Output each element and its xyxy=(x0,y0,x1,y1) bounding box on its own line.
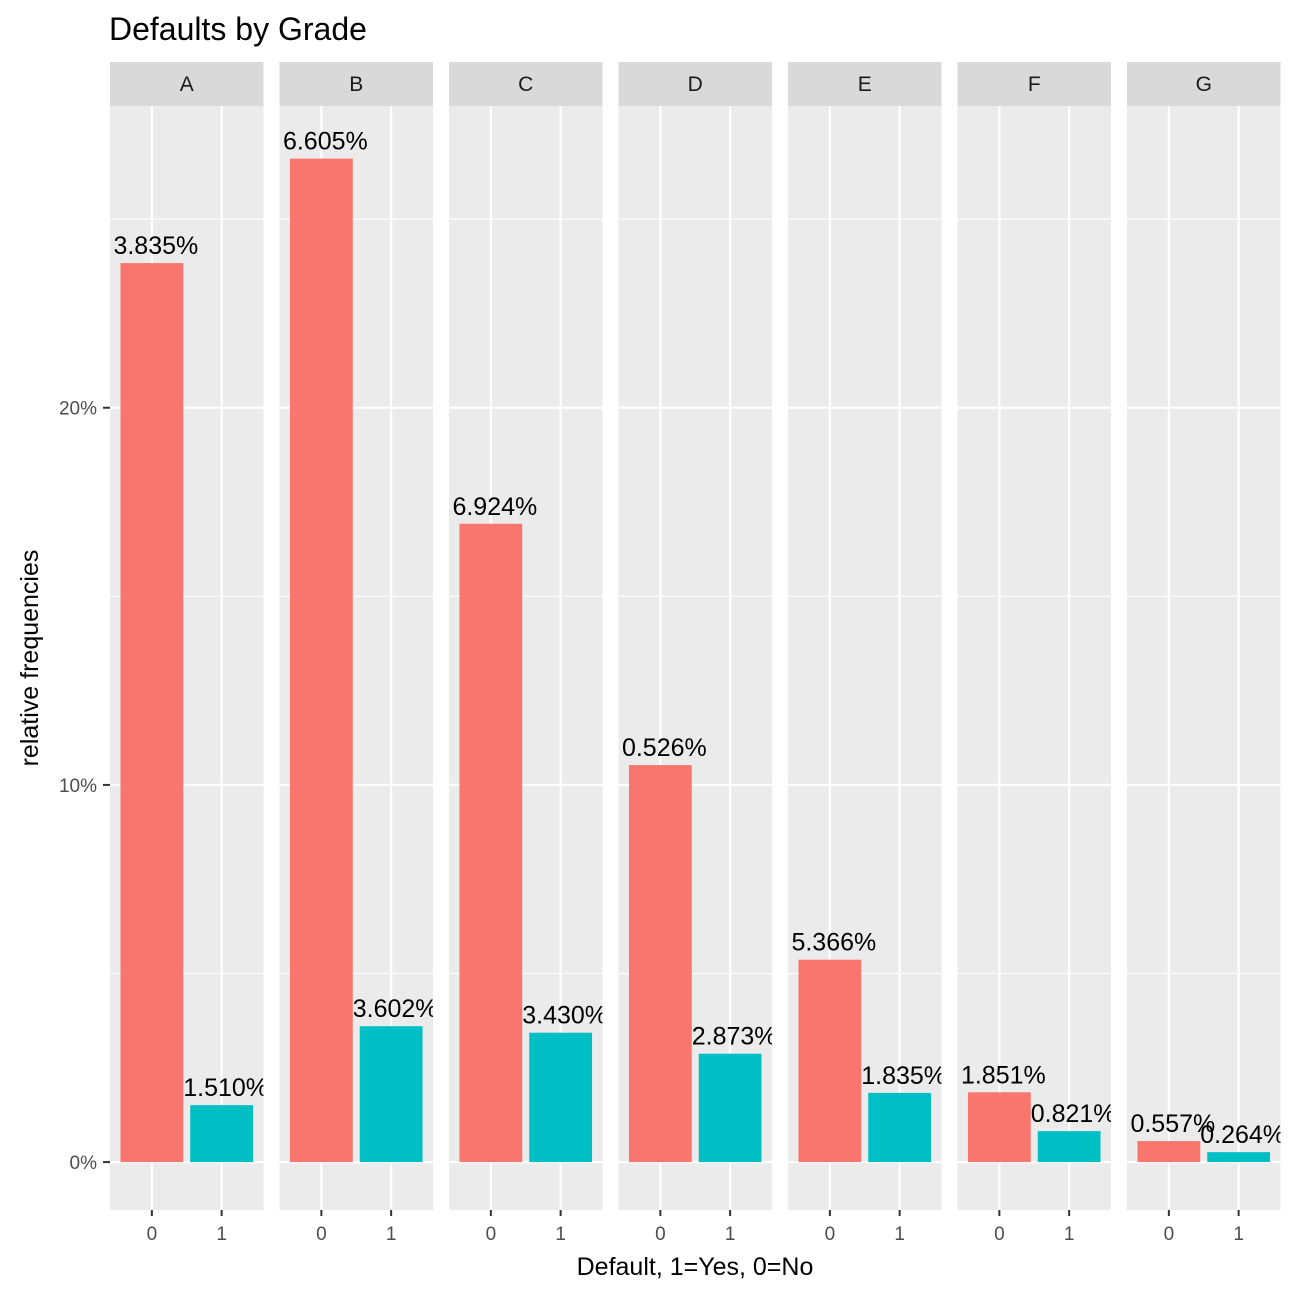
bar-label-b-0: 6.605% xyxy=(283,128,368,156)
bar-d-1 xyxy=(698,1053,762,1163)
x-tick-label: 0 xyxy=(147,1224,158,1245)
x-axis-title: Default, 1=Yes, 0=No xyxy=(577,1253,814,1281)
facet-panel-a: 3.835% 1.510% A 0 1 xyxy=(110,62,268,1245)
bar-label-a-0: 3.835% xyxy=(113,232,198,260)
bar-label-f-1: 0.821% xyxy=(1031,1100,1116,1128)
bar-labels: 0.557%0.264% xyxy=(1130,1110,1285,1149)
bar-label-f-0: 1.851% xyxy=(961,1061,1046,1089)
bar-label-g-0: 0.557% xyxy=(1130,1110,1215,1138)
chart-title: Defaults by Grade xyxy=(109,11,367,47)
facet-panel-e: 5.366% 1.835% E 0 1 xyxy=(788,62,946,1245)
y-tick-label: 10% xyxy=(59,776,97,797)
facet-strip-label: F xyxy=(1028,73,1041,96)
x-tick-label: 0 xyxy=(825,1224,836,1245)
bar-labels: 3.835% 1.510% xyxy=(113,232,268,1102)
bar-label-d-1: 2.873% xyxy=(692,1023,777,1051)
bar-label-b-1: 3.602% xyxy=(353,995,438,1023)
y-tick-label: 0% xyxy=(70,1153,98,1174)
bar-a-0 xyxy=(120,263,184,1163)
x-tick-label: 1 xyxy=(894,1224,905,1245)
bar-label-c-0: 6.924% xyxy=(452,493,537,521)
x-tick-label: 1 xyxy=(555,1224,566,1245)
bar-g-0 xyxy=(1137,1141,1201,1163)
bar-b-1 xyxy=(359,1026,423,1163)
x-tick-label: 0 xyxy=(655,1224,666,1245)
bar-e-0 xyxy=(798,959,862,1163)
bar-label-d-0: 0.526% xyxy=(622,734,707,762)
y-tick-label: 20% xyxy=(59,399,97,420)
x-tick-label: 1 xyxy=(725,1224,736,1245)
facet-strip xyxy=(1127,62,1281,106)
bar-label-e-0: 5.366% xyxy=(791,929,876,957)
y-axis-title: relative frequencies xyxy=(16,550,44,767)
facet-strip xyxy=(110,62,264,106)
bar-b-0 xyxy=(289,158,353,1163)
facet-strip-label: B xyxy=(349,73,363,96)
facet-panel-g: 0.557%0.264% G 0 1 xyxy=(1127,62,1285,1245)
x-tick-label: 1 xyxy=(386,1224,397,1245)
facet-panels: 3.835% 1.510% A 0 1 6.605% 3.602% B 0 1 6.924% 3.43… xyxy=(110,62,1285,1245)
bar-f-1 xyxy=(1037,1131,1101,1163)
x-tick-label: 0 xyxy=(486,1224,497,1245)
bar-labels: 0.526% 2.873% xyxy=(622,734,777,1051)
facet-panel-f: 1.851% 0.821% F 0 1 xyxy=(957,62,1116,1245)
x-tick-label: 0 xyxy=(994,1224,1005,1245)
bar-f-0 xyxy=(967,1092,1031,1163)
bar-label-a-1: 1.510% xyxy=(183,1074,268,1102)
facet-strip xyxy=(618,62,772,106)
facet-strip xyxy=(788,62,942,106)
bar-labels: 6.924% 3.430% xyxy=(452,493,607,1030)
facet-strip xyxy=(957,62,1111,106)
x-tick-label: 0 xyxy=(316,1224,327,1245)
bar-labels: 5.366% 1.835% xyxy=(791,929,946,1090)
bar-e-1 xyxy=(868,1092,932,1163)
facet-strip xyxy=(279,62,433,106)
bar-label-c-1: 3.430% xyxy=(522,1002,607,1030)
x-tick-label: 1 xyxy=(1064,1224,1075,1245)
bar-labels: 6.605% 3.602% xyxy=(283,128,438,1024)
x-tick-label: 1 xyxy=(216,1224,227,1245)
facet-strip-label: D xyxy=(688,73,703,96)
facet-strip-label: A xyxy=(180,73,194,96)
facet-strip xyxy=(449,62,603,106)
facet-strip-label: G xyxy=(1196,73,1212,96)
bar-label-g-1: 0.264% xyxy=(1200,1121,1285,1149)
bar-g-1 xyxy=(1207,1152,1271,1163)
facet-panel-d: 0.526% 2.873% D 0 1 xyxy=(618,62,777,1245)
bar-labels: 1.851% 0.821% xyxy=(961,1061,1116,1128)
facet-panel-b: 6.605% 3.602% B 0 1 xyxy=(279,62,438,1245)
panel-background xyxy=(957,106,1111,1210)
bar-d-0 xyxy=(628,765,692,1163)
x-tick-label: 1 xyxy=(1233,1224,1244,1245)
bar-c-1 xyxy=(529,1032,593,1163)
bar-a-1 xyxy=(190,1105,254,1163)
bar-c-0 xyxy=(459,523,523,1163)
bar-label-e-1: 1.835% xyxy=(861,1062,946,1090)
facet-panel-c: 6.924% 3.430% C 0 1 xyxy=(449,62,607,1245)
facet-strip-label: C xyxy=(518,73,533,96)
x-tick-label: 0 xyxy=(1164,1224,1175,1245)
facet-strip-label: E xyxy=(858,73,872,96)
panel-background xyxy=(1127,106,1281,1210)
y-axis: 0% 10% 20% xyxy=(59,399,110,1174)
